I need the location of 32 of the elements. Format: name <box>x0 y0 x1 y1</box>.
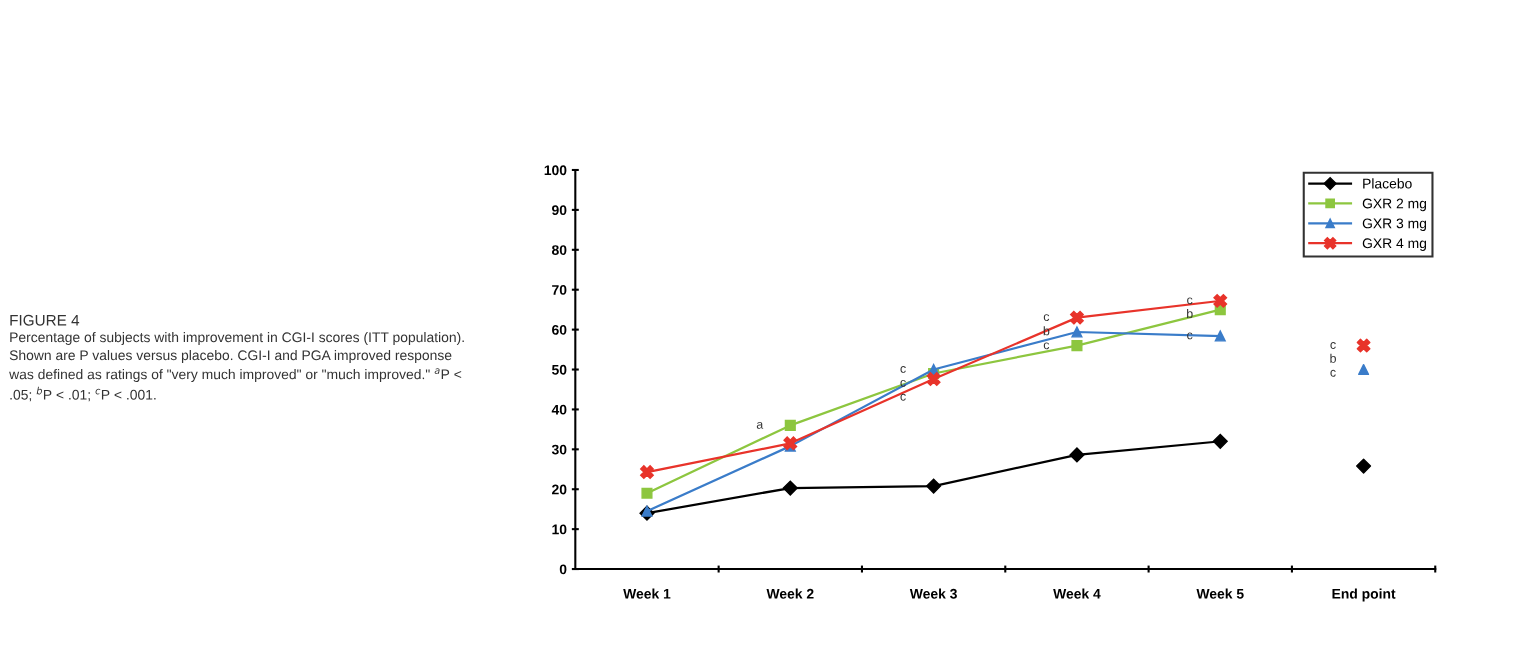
annotation: a <box>756 421 764 429</box>
text: Percentage of subjects with improvement in CGI-I scores (ITT population). Shown are P values versus placebo. CGI-I and PGA improved response was defined as ratings of "very much improved" or "much improved." $^{a}$P < .05; $^{b}$P < .01; $^{c}$P < .001. <box>9 332 464 402</box>
annotation: c <box>900 366 906 373</box>
y-tick-label: 10 <box>552 524 567 535</box>
annotation: c <box>1187 297 1193 305</box>
y-tick-label: 0 <box>559 564 567 575</box>
annotation: c <box>1043 342 1050 350</box>
legend-label: GXR 3 mg <box>1362 218 1427 232</box>
x-tick-label: Week 2 <box>766 588 814 599</box>
x-tick-label: Week 4 <box>1053 588 1101 599</box>
legend-label: Placebo <box>1363 178 1412 189</box>
x-tick-label: End point <box>1332 588 1396 602</box>
legend-label: GXR 2 mg <box>1362 198 1427 212</box>
y-tick-label: 80 <box>551 245 567 255</box>
x-tick-label: Week 3 <box>909 588 957 599</box>
text: FIGURE 4 <box>10 314 80 326</box>
annotation: b <box>1330 353 1336 363</box>
annotation: c <box>1330 369 1336 377</box>
x-tick-label: Week 5 <box>1196 588 1244 599</box>
y-tick-label: 60 <box>552 324 567 335</box>
y-tick-label: 50 <box>551 364 567 375</box>
y-tick-label: 30 <box>551 444 567 455</box>
annotation: c <box>900 393 906 401</box>
y-tick-label: 40 <box>551 404 567 415</box>
legend-label: GXR 4 mg <box>1362 238 1427 251</box>
annotation: c <box>1330 342 1336 349</box>
y-tick-label: 20 <box>552 484 567 495</box>
x-tick-label: Week 1 <box>623 588 671 599</box>
y-tick-label: 90 <box>552 205 567 216</box>
annotation: c <box>1043 314 1050 321</box>
y-tick-label: 100 <box>544 165 567 176</box>
y-tick-label: 70 <box>552 285 567 295</box>
